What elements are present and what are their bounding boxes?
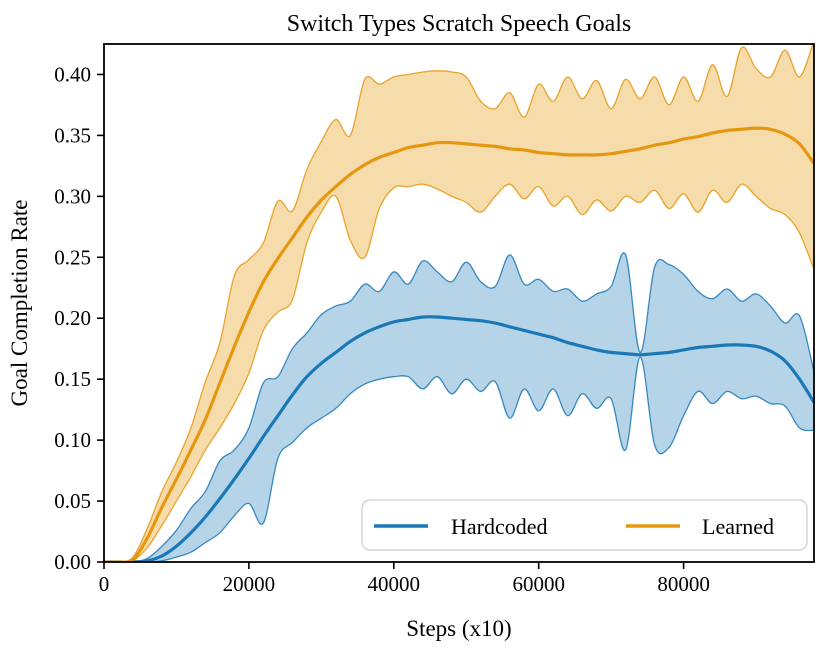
y-axis-label: Goal Completion Rate (7, 200, 32, 407)
plot-frame (103, 43, 815, 563)
confidence-bands (104, 44, 814, 562)
x-tick-label: 60000 (512, 572, 565, 596)
chart-title: Switch Types Scratch Speech Goals (287, 11, 631, 37)
learned-mean-line (104, 126, 814, 562)
x-axis-ticks: 0 20000 40000 60000 80000 (99, 562, 710, 596)
legend-label-learned: Learned (702, 514, 774, 539)
mean-lines (104, 126, 814, 562)
hardcoded-confidence-band (104, 252, 814, 562)
y-tick-label: 0.25 (54, 245, 91, 269)
x-tick-label: 20000 (223, 572, 276, 596)
x-tick-label: 80000 (657, 572, 710, 596)
y-tick-label: 0.05 (54, 489, 91, 513)
legend-box (361, 499, 808, 551)
y-tick-label: 0.15 (54, 367, 91, 391)
x-tick-label: 40000 (368, 572, 421, 596)
learned-confidence-band (104, 44, 814, 562)
y-tick-label: 0.40 (54, 62, 91, 86)
y-tick-label: 0.20 (54, 306, 91, 330)
y-tick-label: 0.30 (54, 184, 91, 208)
legend: Hardcoded Learned (361, 499, 808, 551)
y-axis-ticks: 0.00 0.05 0.10 0.15 0.20 0.25 0.30 0.35 0.40 (54, 62, 104, 574)
y-tick-label: 0.10 (54, 428, 91, 452)
y-tick-label: 0.35 (54, 123, 91, 147)
y-tick-label: 0.00 (54, 550, 91, 574)
x-axis-label: Steps (x10) (406, 616, 511, 641)
hardcoded-mean-line (104, 315, 814, 562)
legend-label-hardcoded: Hardcoded (451, 514, 548, 539)
x-tick-label: 0 (99, 572, 110, 596)
